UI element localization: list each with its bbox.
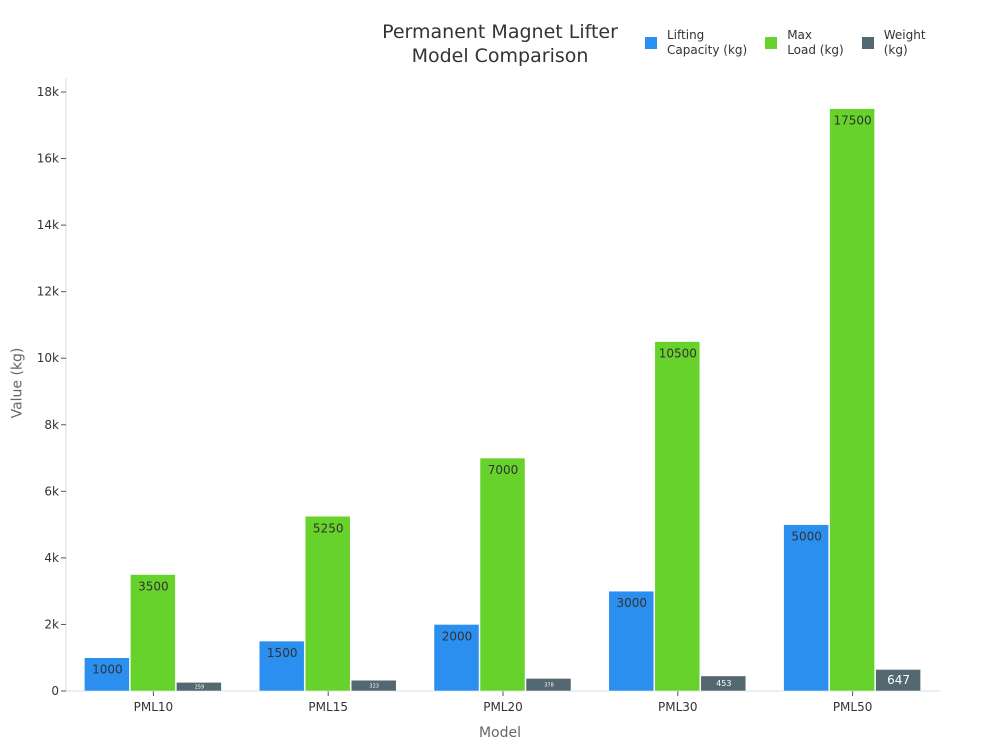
bar[interactable] — [304, 516, 351, 692]
legend-item-max-load[interactable]: Max Load (kg) — [765, 28, 844, 58]
bar-value-label: 3000 — [617, 596, 648, 610]
y-tick-label: 12k — [37, 285, 59, 299]
legend-label: (kg) — [883, 43, 908, 57]
legend-label: Max — [787, 28, 812, 42]
legend-item-weight[interactable]: Weight (kg) — [861, 28, 926, 58]
bar-value-label: 5250 — [313, 521, 344, 535]
bar-value-label: 1500 — [267, 646, 298, 660]
y-tick-label: 4k — [44, 551, 59, 565]
y-tick-label: 2k — [44, 617, 59, 631]
bar-value-label: 7000 — [488, 463, 519, 477]
bar[interactable] — [130, 574, 176, 692]
bar[interactable] — [783, 524, 829, 692]
bar[interactable] — [608, 590, 655, 692]
legend-label: Lifting — [667, 28, 705, 42]
bar[interactable] — [258, 640, 305, 692]
y-tick-label: 16k — [37, 152, 59, 166]
bar-value-label: 453 — [716, 679, 731, 688]
legend-label: Weight — [883, 28, 926, 42]
y-tick-label: 0 — [51, 684, 59, 698]
legend-label: Load (kg) — [787, 43, 844, 57]
bar[interactable] — [350, 680, 397, 692]
y-tick-label: 18k — [37, 85, 59, 99]
bar[interactable] — [700, 675, 747, 692]
bar-value-label: 3500 — [138, 580, 169, 594]
x-tick-label: PML20 — [483, 700, 523, 714]
y-tick-label: 8k — [44, 418, 59, 432]
bar-value-label: 647 — [887, 673, 910, 687]
x-tick-label: PML30 — [658, 700, 698, 714]
bar[interactable] — [84, 657, 130, 692]
bar-value-label: 1000 — [92, 663, 123, 677]
bar[interactable] — [525, 678, 572, 692]
bar-value-label: 259 — [195, 684, 205, 690]
legend: Lifting Capacity (kg) Max Load (kg) Weight… — [645, 28, 926, 58]
legend-item-lifting-capacity[interactable]: Lifting Capacity (kg) — [645, 28, 747, 58]
y-tick-label: 6k — [44, 484, 59, 498]
legend-swatch — [765, 37, 778, 49]
legend-label: Capacity (kg) — [667, 43, 748, 57]
bar[interactable] — [479, 457, 526, 692]
bar[interactable] — [875, 669, 921, 692]
x-axis-label: Model — [478, 725, 522, 741]
bar[interactable] — [654, 341, 701, 692]
x-tick-label: PML50 — [833, 700, 873, 714]
bar[interactable] — [433, 624, 480, 692]
bar-value-label: 10500 — [659, 347, 697, 361]
legend-swatch — [645, 37, 657, 49]
bar-value-label: 378 — [544, 682, 554, 688]
y-tick-label: 10k — [37, 351, 59, 365]
bar-value-label: 17500 — [834, 114, 872, 128]
bar-value-label: 2000 — [442, 629, 473, 643]
legend-swatch — [861, 37, 874, 49]
bar[interactable] — [829, 108, 875, 692]
x-tick-label: PML15 — [308, 700, 348, 714]
bar-value-label: 5000 — [791, 530, 822, 544]
bar[interactable] — [176, 682, 222, 692]
chart-title: Permanent Magnet Lifter Model Comparison — [360, 20, 640, 68]
x-tick-label: PML10 — [134, 700, 174, 714]
bar-value-label: 323 — [369, 683, 379, 689]
y-tick-label: 14k — [37, 218, 59, 232]
title-line-2: Model Comparison — [411, 45, 589, 67]
title-line-1: Permanent Magnet Lifter — [382, 21, 618, 43]
